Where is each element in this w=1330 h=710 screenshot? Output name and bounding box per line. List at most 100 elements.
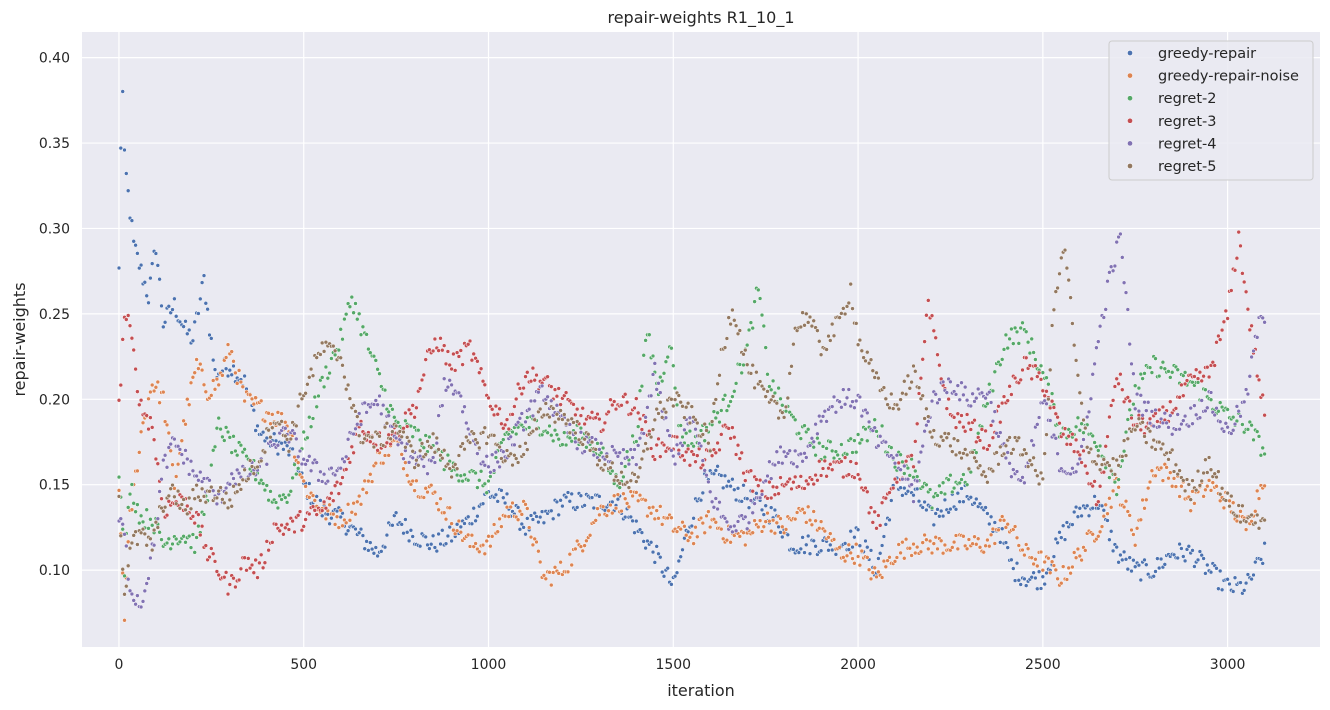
data-point: [604, 513, 610, 518]
y-tick-label: 0.40: [39, 51, 70, 67]
data-point: [155, 525, 161, 530]
data-point: [360, 533, 366, 538]
data-point: [1097, 484, 1103, 489]
data-point: [464, 434, 469, 440]
data-point: [669, 448, 674, 453]
data-point: [425, 439, 430, 444]
data-point: [715, 440, 720, 446]
data-point: [641, 353, 646, 358]
data-point: [249, 464, 255, 469]
data-point: [177, 539, 183, 545]
data-point: [290, 518, 295, 524]
data-point: [648, 511, 654, 516]
data-point: [1018, 325, 1023, 331]
data-point: [735, 519, 741, 524]
data-point: [733, 323, 739, 328]
data-point: [1217, 419, 1223, 424]
data-point: [826, 535, 831, 540]
data-point: [1103, 502, 1108, 508]
data-point: [610, 460, 615, 466]
data-point: [680, 547, 685, 553]
data-point: [465, 478, 471, 483]
data-point: [951, 539, 957, 545]
data-point: [715, 464, 720, 469]
data-point: [177, 506, 183, 511]
data-point: [371, 353, 377, 359]
data-point: [894, 479, 900, 485]
data-point: [783, 408, 789, 414]
data-point: [833, 410, 839, 415]
data-point: [266, 497, 271, 503]
data-point: [911, 499, 916, 504]
data-point: [116, 488, 122, 493]
data-point: [813, 421, 818, 427]
data-point: [1051, 307, 1057, 313]
data-point: [1123, 290, 1129, 295]
data-point: [1110, 488, 1116, 494]
data-point: [1149, 468, 1155, 473]
data-point: [1217, 400, 1223, 405]
data-point: [477, 445, 482, 451]
data-point: [1166, 457, 1171, 462]
data-point: [1144, 562, 1149, 567]
data-point: [319, 508, 325, 513]
data-point: [212, 367, 218, 372]
data-point: [452, 462, 458, 467]
data-point: [992, 409, 998, 414]
data-point: [574, 406, 580, 412]
data-point: [730, 307, 735, 313]
data-point: [818, 352, 824, 357]
data-point: [641, 431, 646, 436]
data-point: [1033, 363, 1038, 368]
data-point: [822, 458, 828, 464]
data-point: [273, 522, 279, 527]
data-point: [1071, 550, 1077, 555]
data-point: [148, 555, 153, 561]
data-point: [303, 462, 308, 467]
data-point: [1059, 535, 1064, 540]
data-point: [667, 433, 672, 438]
data-point: [192, 550, 197, 555]
data-point: [652, 361, 658, 366]
data-point: [1243, 289, 1249, 295]
data-point: [933, 534, 938, 540]
data-point: [1208, 488, 1214, 493]
data-point: [432, 460, 438, 465]
data-point: [569, 438, 574, 444]
y-tick-label: 0.30: [39, 221, 70, 237]
data-point: [988, 400, 994, 405]
data-point: [1059, 580, 1064, 586]
data-point: [1057, 420, 1062, 426]
data-point: [743, 347, 748, 353]
data-point: [608, 397, 613, 402]
data-point: [547, 570, 552, 575]
data-point: [138, 604, 144, 610]
data-point: [1064, 577, 1070, 582]
data-point: [445, 452, 451, 458]
data-point: [715, 381, 720, 387]
data-point: [709, 499, 715, 505]
data-point: [855, 342, 861, 347]
legend-label: regret-4: [1158, 136, 1216, 152]
data-point: [750, 488, 755, 494]
data-point: [445, 461, 451, 467]
data-point: [813, 472, 818, 478]
data-point: [1151, 423, 1156, 429]
data-point: [183, 540, 188, 545]
data-point: [377, 371, 382, 376]
data-point: [961, 392, 966, 398]
data-point: [802, 423, 807, 428]
data-point: [443, 516, 449, 522]
data-point: [493, 449, 499, 455]
data-point: [619, 469, 624, 475]
data-point: [183, 422, 188, 427]
data-point: [225, 373, 231, 379]
data-point: [733, 452, 739, 457]
data-point: [713, 397, 719, 402]
data-point: [283, 420, 288, 425]
data-point: [1232, 575, 1238, 580]
data-point: [1112, 384, 1118, 389]
data-point: [521, 525, 526, 530]
data-point: [473, 541, 478, 546]
data-point: [635, 443, 641, 448]
